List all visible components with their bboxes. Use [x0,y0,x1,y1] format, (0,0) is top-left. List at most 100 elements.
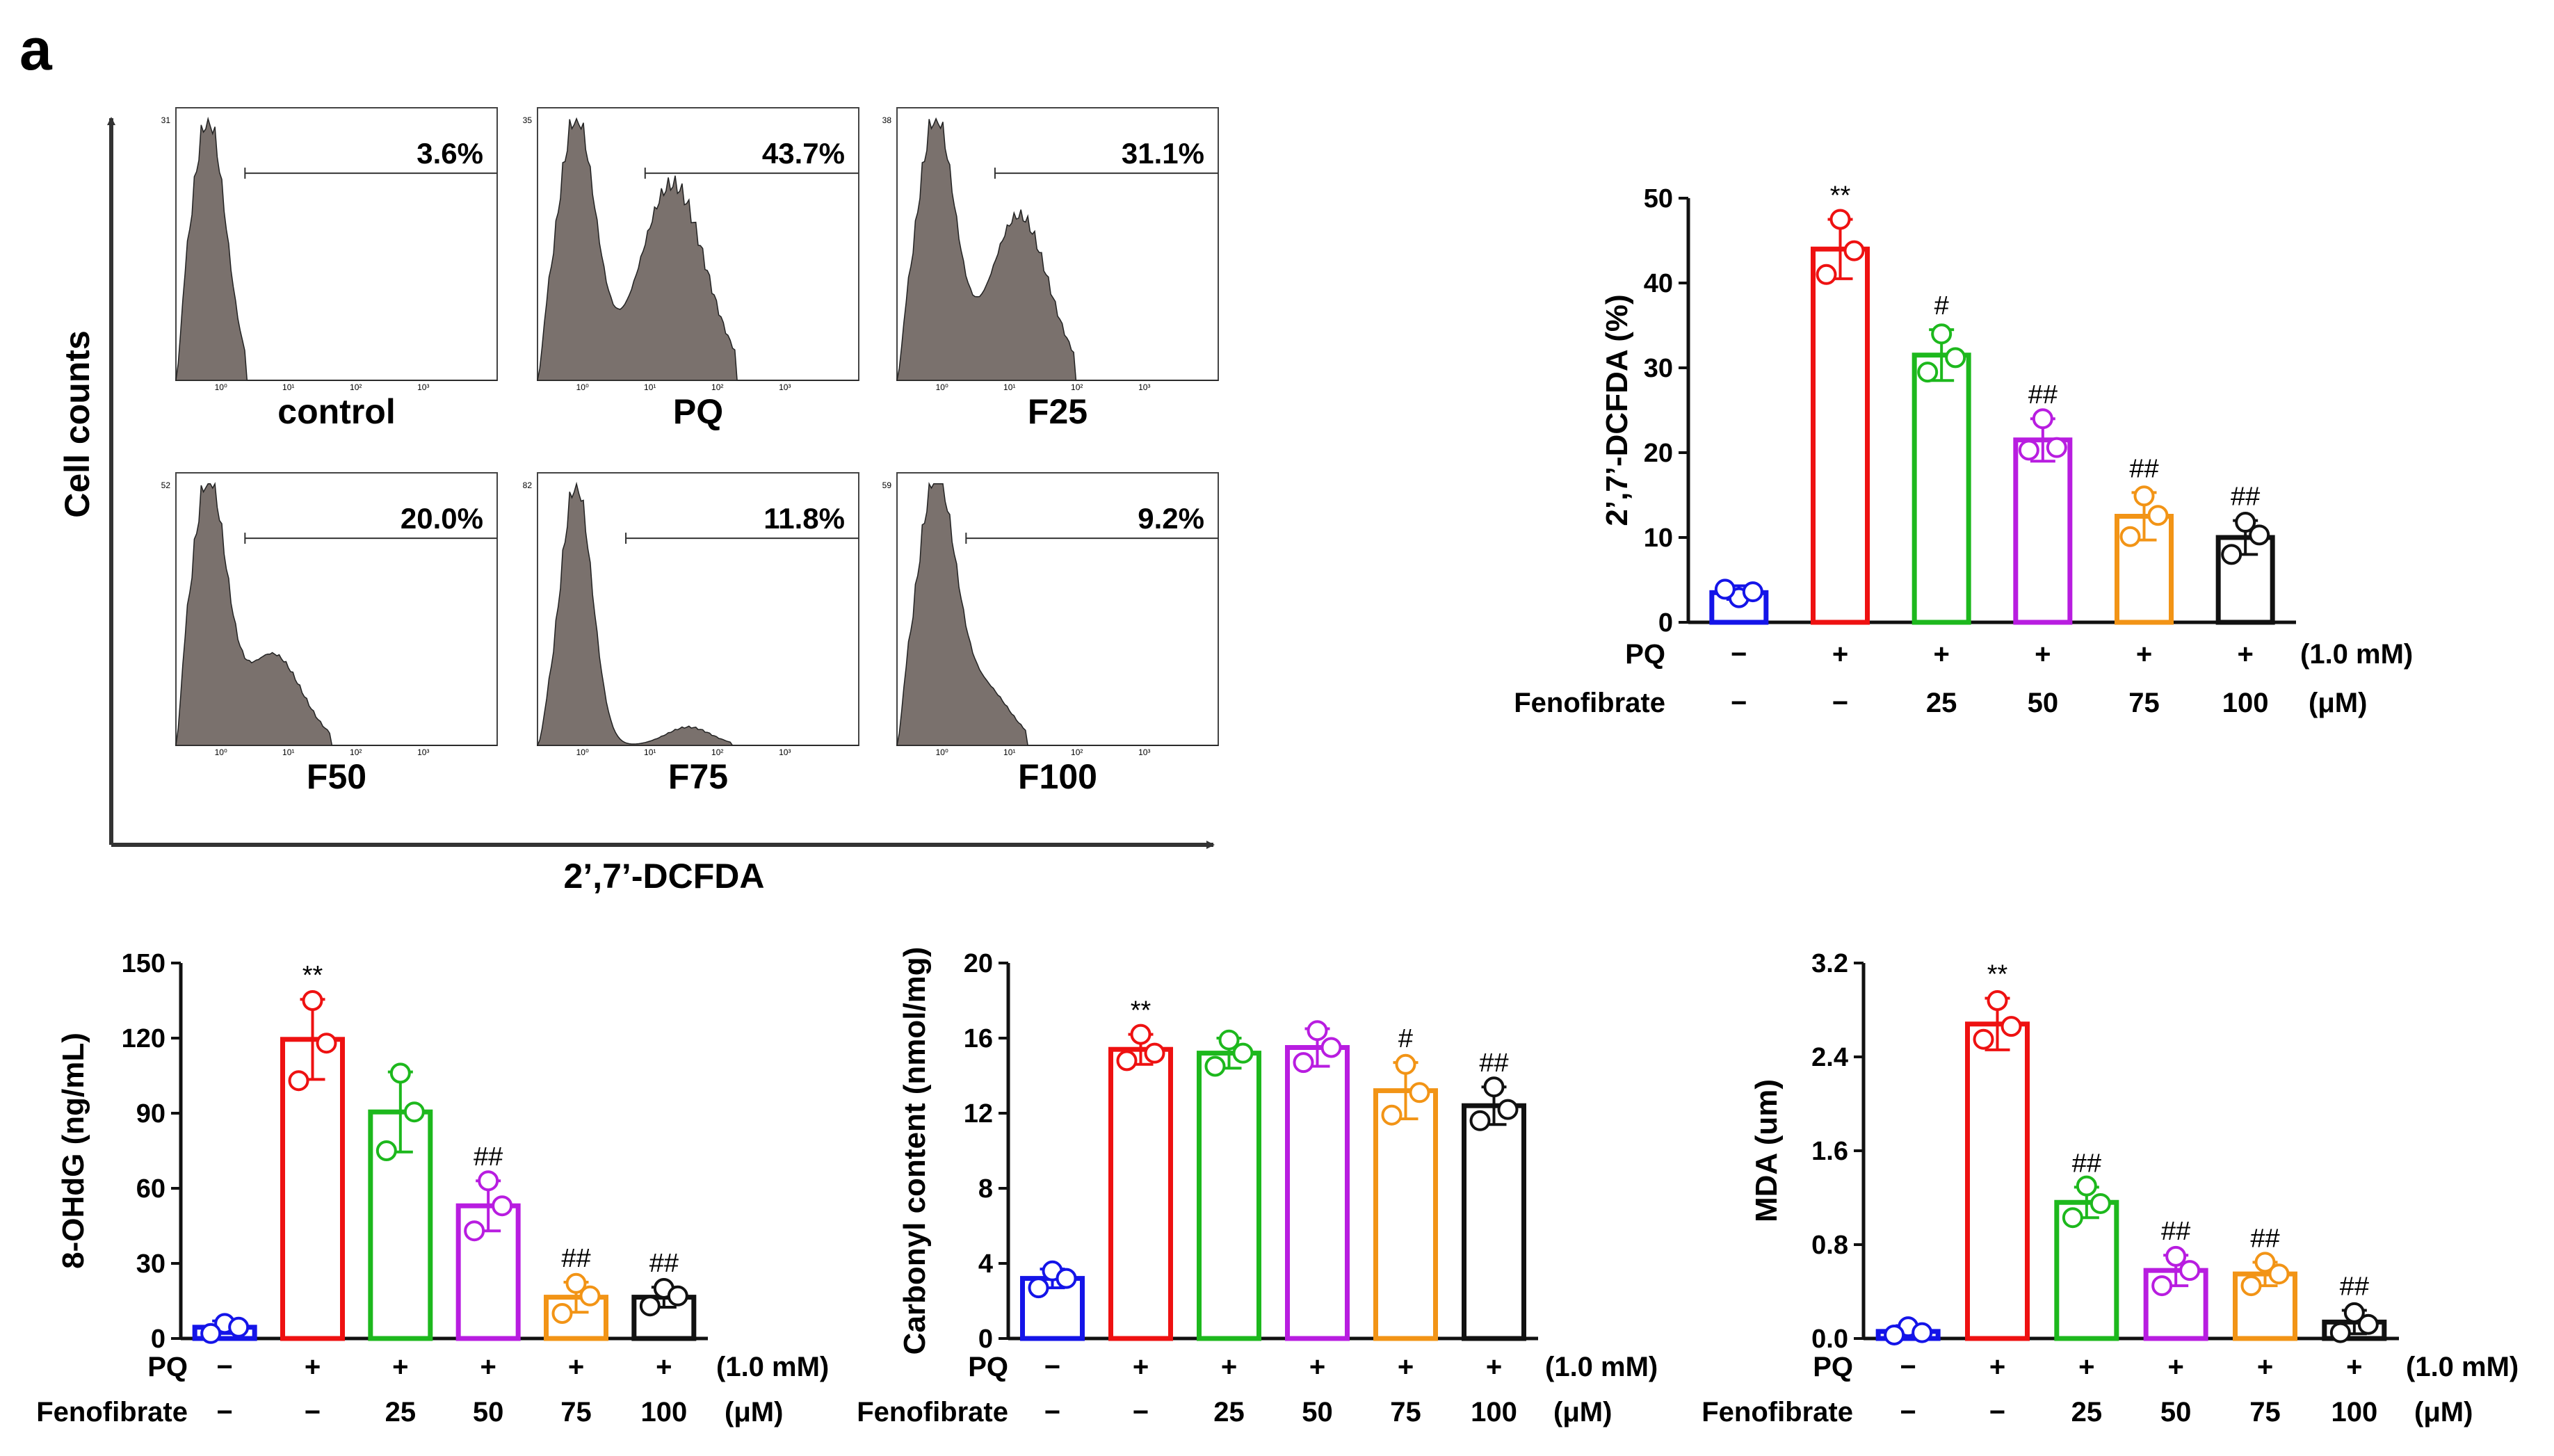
x-tick-label: 10³ [779,747,791,757]
pq-value: + [1989,1352,2005,1382]
data-point [2046,437,2067,458]
pq-row-label: PQ [968,1352,1008,1382]
gate-percent: 31.1% [1122,137,1204,170]
data-point [1130,1024,1151,1045]
pq-row-label: PQ [147,1352,188,1382]
fenofibrate-value: 100 [640,1397,687,1427]
data-point [1816,264,1837,285]
data-point [1395,1053,1416,1075]
y-tick-label: 20 [964,949,993,978]
histogram-pq: 43.7% 35 10⁰ 10¹ 10² 10³ PQ [523,107,859,431]
panel-c-chart: 0 30 60 90 120 150 8-OHdG (ng/mL) ** ## ## ## PQ Fen… [36,949,829,1427]
data-point [1409,1082,1430,1103]
data-point [1116,1050,1138,1071]
y-axis-label: Cell counts [58,330,97,517]
data-point [2221,544,2242,565]
x-tick-label: 10¹ [282,747,294,757]
significance-mark: # [1398,1024,1413,1053]
bar [1108,1046,1173,1341]
fenofibrate-value: − [305,1397,321,1427]
pq-unit: (1.0 mM) [1545,1352,1658,1382]
fenofibrate-value: 75 [560,1397,592,1427]
data-point [2032,408,2053,430]
data-point [2001,1016,2022,1037]
data-point [1320,1037,1342,1058]
pq-value: + [2078,1352,2094,1382]
bar-group-control [1875,1316,1941,1345]
data-point [1381,1104,1403,1126]
significance-mark: ** [1830,181,1851,211]
significance-mark: ## [2028,380,2058,410]
data-point [2018,439,2039,461]
bar-group-f75: ## [2233,1224,2297,1341]
x-tick-label: 10⁰ [215,382,227,392]
bar [1965,1021,2030,1341]
fenofibrate-value: 50 [2160,1397,2192,1427]
x-tick-label: 10⁰ [936,382,948,392]
y-max-tick: 52 [161,480,171,490]
gate-percent: 43.7% [762,137,845,170]
fenofibrate-value: − [1989,1397,2005,1427]
y-tick-label: 10 [1644,524,1673,553]
fenofibrate-value: 50 [1302,1397,1333,1427]
pq-value: + [1398,1352,1414,1382]
significance-mark: ## [474,1142,503,1172]
gate-percent: 11.8% [763,502,845,535]
x-tick-label: 10² [350,382,362,392]
fenofibrate-unit: (μM) [1553,1397,1612,1427]
pq-value: + [2167,1352,2183,1382]
data-point [492,1195,513,1217]
fenofibrate-value: 100 [2331,1397,2377,1427]
bar-group-f25 [1197,1029,1261,1341]
x-tick-label: 10¹ [644,747,656,757]
data-point [1497,1099,1519,1120]
pq-value: − [1900,1352,1916,1382]
pq-value: + [480,1352,496,1382]
data-point [2254,1252,2276,1273]
data-point [1742,581,1763,603]
data-point [2235,512,2256,533]
data-point [200,1322,222,1344]
y-tick-label: 20 [1644,439,1673,468]
pq-row-label: PQ [1625,639,1665,670]
fenofibrate-unit: (μM) [2414,1397,2473,1427]
x-tick-label: 10³ [417,382,429,392]
data-point [1714,579,1736,600]
histogram-control: 3.6% 31 10⁰ 10¹ 10² 10³ control [161,107,498,431]
y-tick-label: 2.4 [1811,1043,1848,1072]
y-tick-label: 3.2 [1811,949,1848,978]
significance-mark: ** [1987,960,2008,989]
data-point [579,1285,601,1307]
y-tick-label: 30 [136,1249,165,1279]
pq-unit: (1.0 mM) [716,1352,829,1382]
bar-group-pq: ** [280,961,345,1341]
y-tick-label: 12 [964,1099,993,1129]
pq-value: + [1933,639,1949,670]
data-point [2151,1275,2173,1297]
fenofibrate-unit: (μM) [725,1397,783,1427]
fenofibrate-value: 50 [2028,688,2059,718]
x-tick-label: 10³ [779,382,791,392]
x-tick-label: 10³ [1138,382,1150,392]
y-tick-label: 60 [136,1174,165,1204]
y-max-tick: 35 [523,115,533,125]
data-point [639,1295,661,1317]
fenofibrate-value: 25 [385,1397,417,1427]
pq-value: + [1486,1352,1502,1382]
bar-group-f50 [1285,1020,1350,1341]
y-tick-label: 40 [1644,269,1673,298]
x-tick-label: 10³ [417,747,429,757]
histogram-frame [175,107,498,381]
data-point [478,1170,499,1192]
fenofibrate-value: 75 [2128,688,2160,718]
histogram-f50: 20.0% 52 10⁰ 10¹ 10² 10³ F50 [161,472,498,796]
data-point [2147,505,2169,526]
histogram-label: F50 [307,757,366,796]
data-point [1293,1052,1314,1074]
y-tick-label: 0.8 [1811,1231,1848,1260]
pq-unit: (1.0 mM) [2406,1352,2519,1382]
y-tick-label: 30 [1644,354,1673,383]
histogram-label: F25 [1028,392,1088,431]
x-tick-label: 10³ [1138,747,1150,757]
